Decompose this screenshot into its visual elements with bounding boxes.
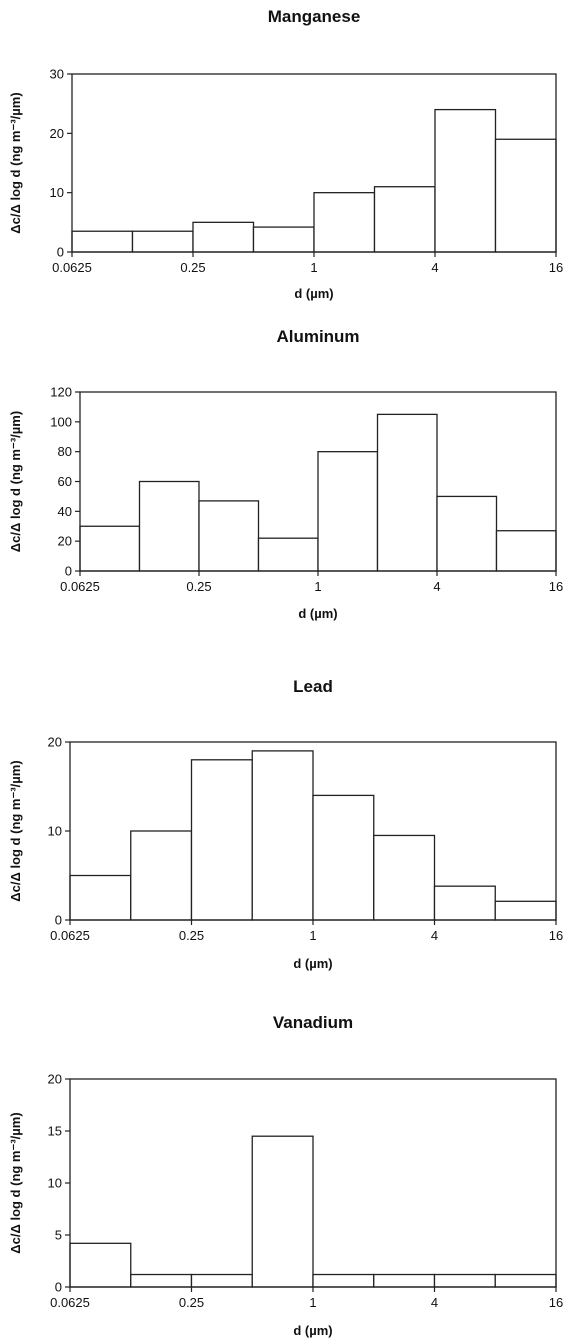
chart-panel-lead: Lead 0 10 20 0.0625 0.25 1 4 16 d (µm) Δc/Δ log d …: [0, 640, 572, 980]
y-tick-label: 100: [50, 414, 72, 429]
y-tick-label: 10: [48, 1176, 62, 1191]
bar-vanadium-1: [69, 1242, 132, 1288]
y-tick-label: 20: [48, 1072, 62, 1087]
x-tick-label: 4: [431, 1295, 438, 1310]
x-tick-label: 0.0625: [50, 928, 90, 943]
y-tick-label: 5: [55, 1228, 62, 1243]
bar-lead-1: [69, 874, 132, 921]
x-tick-label: 4: [431, 260, 438, 275]
bar-manganese-7: [434, 108, 497, 253]
bar-lead-3: [190, 759, 253, 921]
x-tick-label: 1: [309, 928, 316, 943]
y-tick-label: 10: [50, 185, 64, 200]
bar-lead-2: [130, 830, 193, 921]
y-tick-label: 10: [48, 824, 62, 839]
y-tick-label: 80: [58, 444, 72, 459]
chart-svg-lead: Lead 0 10 20 0.0625 0.25 1 4 16 d (µm) Δc/Δ log d …: [8, 677, 563, 971]
bar-vanadium-2: [130, 1273, 193, 1288]
x-axis-label: d (µm): [293, 1323, 332, 1338]
bar-manganese-1: [71, 230, 134, 253]
y-tick-label: 15: [48, 1124, 62, 1139]
y-tick-label: 20: [58, 534, 72, 549]
bar-manganese-6: [373, 186, 436, 253]
x-tick-label: 0.0625: [50, 1295, 90, 1310]
bar-aluminum-3: [198, 500, 260, 572]
chart-title: Vanadium: [273, 1013, 353, 1032]
chart-panel-manganese: Manganese 0 10 20 30 0.0625 0.25 1 4 16 d (µm) Δc/Δ…: [0, 0, 572, 310]
x-tick-label: 0.25: [179, 928, 204, 943]
y-tick-label: 0: [55, 913, 62, 928]
x-tick-label: 1: [314, 579, 321, 594]
x-tick-label: 1: [310, 260, 317, 275]
y-axis-label: Δc/Δ log d (ng m⁻³/µm): [8, 1112, 23, 1253]
bar-lead-4: [251, 750, 314, 921]
x-tick-label: 0.0625: [52, 260, 92, 275]
x-tick-label: 1: [309, 1295, 316, 1310]
bar-aluminum-7: [436, 495, 498, 572]
bar-vanadium-5: [312, 1273, 375, 1288]
x-axis-label: d (µm): [298, 606, 337, 621]
bar-manganese-5: [313, 192, 376, 253]
x-tick-label: 0.0625: [60, 579, 100, 594]
chart-svg-aluminum: Aluminum 0 20 40 60 80 100 120 0.0625 0.25 1 4 16 d (…: [8, 327, 563, 621]
chart-svg-manganese: Manganese 0 10 20 30 0.0625 0.25 1 4 16 d (µm) Δc/Δ…: [8, 7, 563, 301]
chart-svg-vanadium: Vanadium 0 5 10 15 20 0.0625 0.25 1 4 16 d (µm) Δc/Δ…: [8, 1013, 563, 1338]
y-tick-label: 20: [50, 126, 64, 141]
y-tick-label: 0: [57, 245, 64, 260]
y-tick-label: 120: [50, 385, 72, 400]
bar-lead-6: [373, 834, 436, 921]
y-axis-label: Δc/Δ log d (ng m⁻³/µm): [8, 411, 23, 552]
x-tick-label: 4: [431, 928, 438, 943]
bar-lead-7: [433, 885, 496, 921]
bar-aluminum-1: [79, 525, 141, 572]
bar-aluminum-5: [317, 451, 379, 572]
chart-title: Manganese: [268, 7, 361, 26]
bar-lead-5: [312, 794, 375, 921]
bar-vanadium-3: [190, 1273, 253, 1288]
x-axis-label: d (µm): [293, 956, 332, 971]
chart-panel-vanadium: Vanadium 0 5 10 15 20 0.0625 0.25 1 4 16 d (µm) Δc/Δ…: [0, 980, 572, 1342]
chart-title: Aluminum: [276, 327, 359, 346]
bar-aluminum-4: [257, 537, 319, 572]
x-tick-label: 16: [549, 1295, 563, 1310]
chart-title: Lead: [293, 677, 333, 696]
x-tick-label: 4: [433, 579, 440, 594]
bar-manganese-3: [192, 221, 255, 253]
x-axis-label: d (µm): [294, 286, 333, 301]
y-axis-label: Δc/Δ log d (ng m⁻³/µm): [8, 92, 23, 233]
bar-vanadium-8: [494, 1273, 557, 1288]
y-tick-label: 20: [48, 735, 62, 750]
x-tick-label: 0.25: [186, 579, 211, 594]
bar-aluminum-6: [376, 413, 438, 572]
x-tick-label: 0.25: [180, 260, 205, 275]
y-tick-label: 60: [58, 474, 72, 489]
y-axis-label: Δc/Δ log d (ng m⁻³/µm): [8, 760, 23, 901]
bar-vanadium-4: [251, 1135, 314, 1288]
bar-manganese-2: [131, 230, 194, 253]
y-tick-label: 0: [65, 564, 72, 579]
x-tick-label: 0.25: [179, 1295, 204, 1310]
bar-manganese-8: [494, 138, 557, 253]
bar-manganese-4: [252, 226, 315, 253]
y-tick-label: 30: [50, 67, 64, 82]
chart-panel-aluminum: Aluminum 0 20 40 60 80 100 120 0.0625 0.25 1 4 16 d (…: [0, 310, 572, 640]
bar-vanadium-7: [433, 1273, 496, 1288]
x-tick-label: 16: [549, 260, 563, 275]
y-tick-label: 40: [58, 504, 72, 519]
y-tick-label: 0: [55, 1280, 62, 1295]
bar-aluminum-2: [138, 480, 200, 572]
bar-vanadium-6: [373, 1273, 436, 1288]
bar-aluminum-8: [495, 530, 557, 572]
bar-lead-8: [494, 900, 557, 921]
x-tick-label: 16: [549, 928, 563, 943]
x-tick-label: 16: [549, 579, 563, 594]
